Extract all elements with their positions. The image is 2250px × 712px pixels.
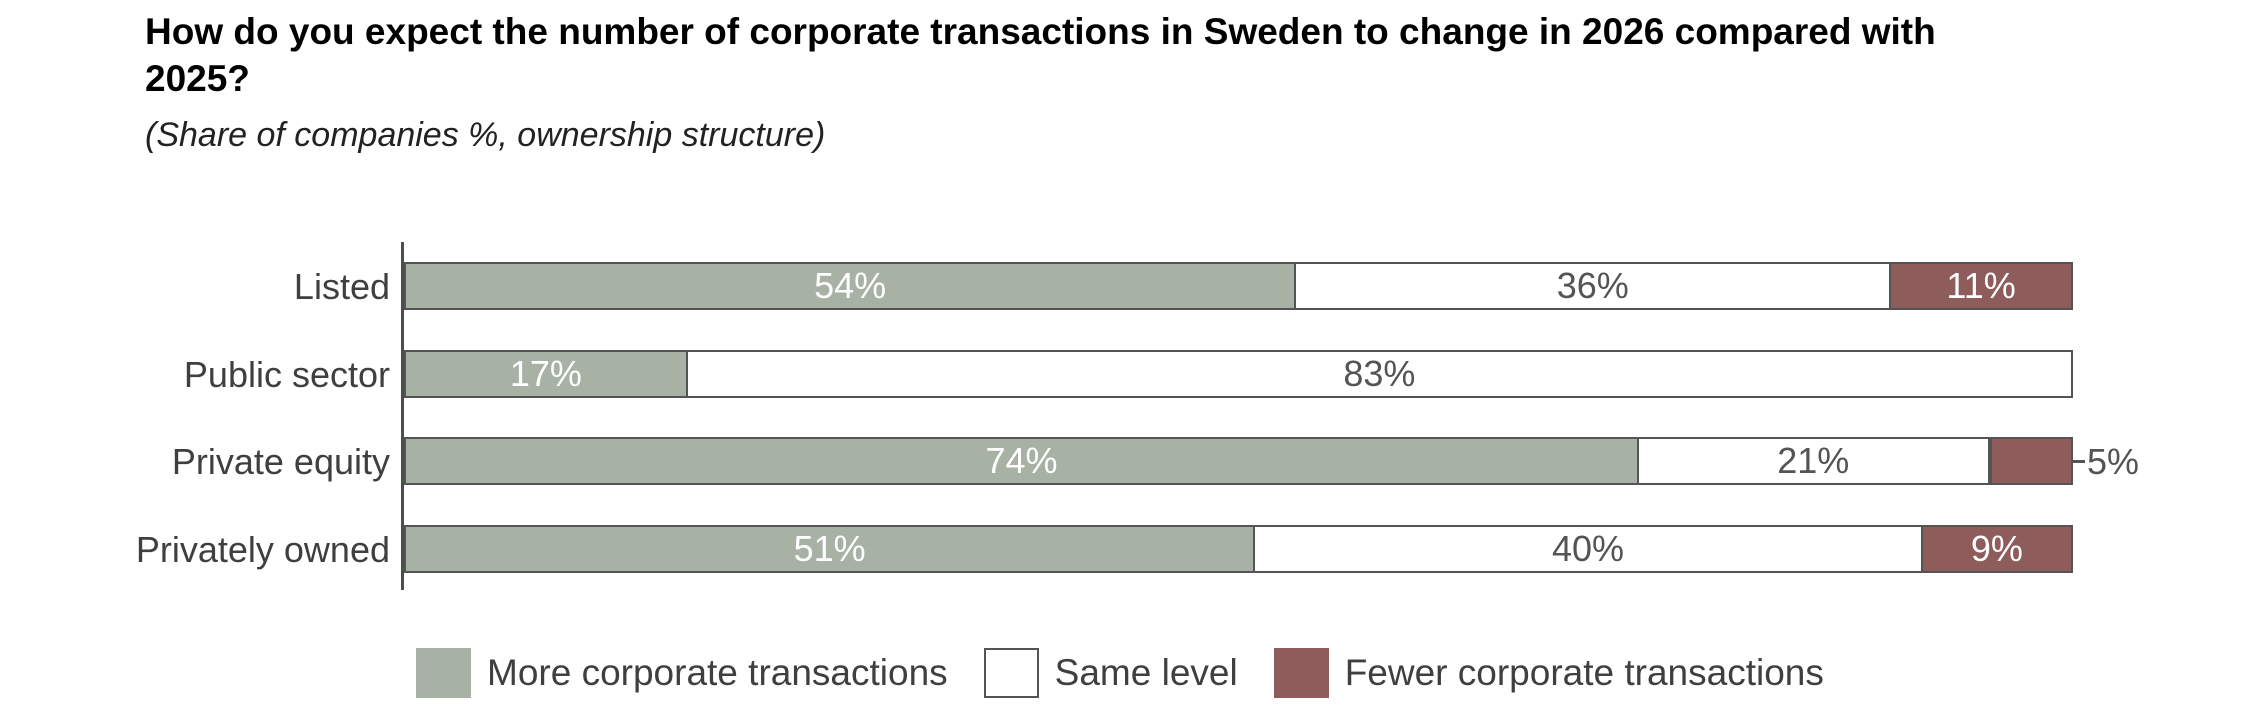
callout-label: 5%	[2087, 441, 2140, 482]
bar-value-label: 9%	[1970, 528, 2023, 569]
bar-row: 51% 40% 9%	[404, 525, 2073, 573]
legend-label-more: More corporate transactions	[487, 652, 948, 693]
bar-segment-fewer: 11%	[1891, 262, 2073, 310]
bar-segment-same: 36%	[1296, 262, 1892, 310]
legend-label-same: Same level	[1054, 652, 1238, 693]
bar-value-label: 54%	[814, 265, 887, 306]
bar-segment-more: 51%	[404, 525, 1256, 573]
legend-swatch-fewer	[1273, 648, 1329, 698]
legend: More corporate transactions Same level F…	[416, 648, 1824, 698]
bar-row: 17% 83%	[404, 350, 2073, 398]
bar-segment-more: 74%	[404, 437, 1640, 485]
chart-title: How do you expect the number of corporat…	[145, 11, 1936, 99]
bar-segment-more: 54%	[404, 262, 1297, 310]
legend-item-same: Same level	[983, 648, 1238, 698]
legend-item-fewer: Fewer corporate transactions	[1273, 648, 1824, 698]
bar-value-label: 36%	[1556, 265, 1629, 306]
bar-value-label: 40%	[1551, 528, 1625, 569]
legend-item-more: More corporate transactions	[416, 648, 948, 698]
bar-segment-same: 40%	[1255, 525, 1923, 573]
bar-value-label: 21%	[1777, 440, 1850, 481]
legend-label-fewer: Fewer corporate transactions	[1344, 652, 1824, 693]
bar-value-label: 51%	[793, 528, 866, 569]
bar-segment-same: 83%	[687, 350, 2073, 398]
bar-segment-fewer: 9%	[1922, 525, 2073, 573]
bar-value-label: 83%	[1343, 353, 1416, 394]
bar-value-label: 74%	[985, 440, 1058, 481]
bar-segment-more: 17%	[404, 350, 688, 398]
bar-segment-fewer	[1989, 437, 2073, 485]
bar-segment-same: 21%	[1639, 437, 1990, 485]
legend-swatch-more	[416, 648, 471, 698]
legend-swatch-same	[983, 648, 1039, 698]
category-label: Private equity	[171, 441, 390, 482]
category-label: Public sector	[183, 354, 390, 395]
y-axis-line	[401, 242, 404, 590]
category-label: Listed	[293, 266, 390, 307]
bar-row: 74% 21% 5%	[404, 437, 2139, 485]
category-label: Privately owned	[135, 529, 390, 570]
bar-row: 54% 36% 11%	[404, 262, 2073, 310]
chart-subtitle: (Share of companies %, ownership structu…	[145, 116, 826, 154]
bar-value-label: 17%	[509, 353, 582, 394]
bar-value-label: 11%	[1946, 265, 2016, 306]
